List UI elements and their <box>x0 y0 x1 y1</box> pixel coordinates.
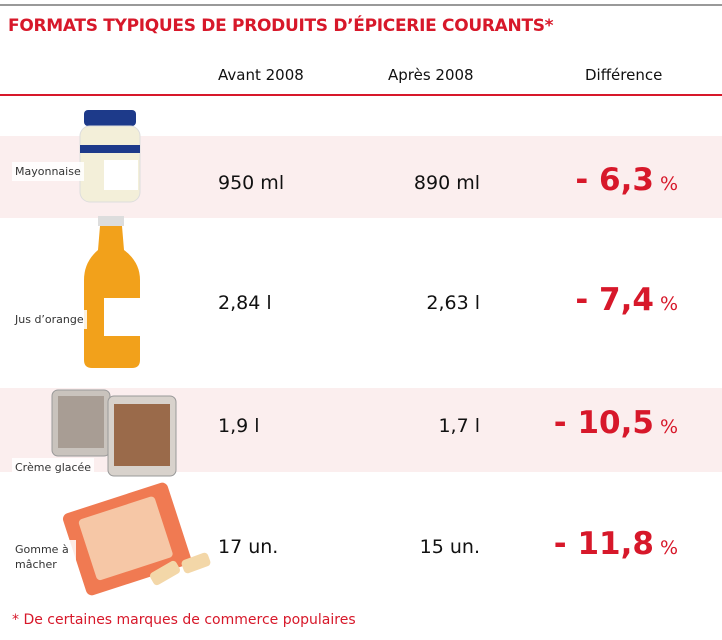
product-name: Crème glacée <box>12 458 94 477</box>
product-name: Mayonnaise <box>12 162 84 181</box>
difference-value: - 10,5 <box>554 405 654 441</box>
difference-unit: % <box>660 416 678 438</box>
difference-value: - 11,8 <box>554 526 654 562</box>
infographic: FORMATS TYPIQUES DE PRODUITS D’ÉPICERIE … <box>0 0 722 640</box>
juice-bottle <box>84 216 140 368</box>
product-name: Gomme à mâcher <box>12 540 76 574</box>
difference-unit: % <box>660 173 678 195</box>
after-cell: 1,7 l <box>280 415 480 437</box>
before-cell: 17 un. <box>218 536 278 558</box>
difference-unit: % <box>660 293 678 315</box>
difference-cell: - 10,5% <box>458 405 678 441</box>
after-cell: 2,63 l <box>280 292 480 314</box>
difference-cell: - 6,3% <box>458 162 678 198</box>
difference-unit: % <box>660 537 678 559</box>
before-cell: 950 ml <box>218 172 284 194</box>
before-cell: 2,84 l <box>218 292 272 314</box>
difference-value: - 6,3 <box>575 162 654 198</box>
mayonnaise-jar <box>80 110 140 202</box>
difference-value: - 7,4 <box>575 282 654 318</box>
after-cell: 890 ml <box>280 172 480 194</box>
product-name: Jus d’orange <box>12 310 87 329</box>
gum-pack <box>61 481 211 597</box>
difference-cell: - 7,4% <box>458 282 678 318</box>
footnote: * De certaines marques de commerce popul… <box>12 612 356 628</box>
difference-cell: - 11,8% <box>458 526 678 562</box>
after-cell: 15 un. <box>280 536 480 558</box>
before-cell: 1,9 l <box>218 415 260 437</box>
